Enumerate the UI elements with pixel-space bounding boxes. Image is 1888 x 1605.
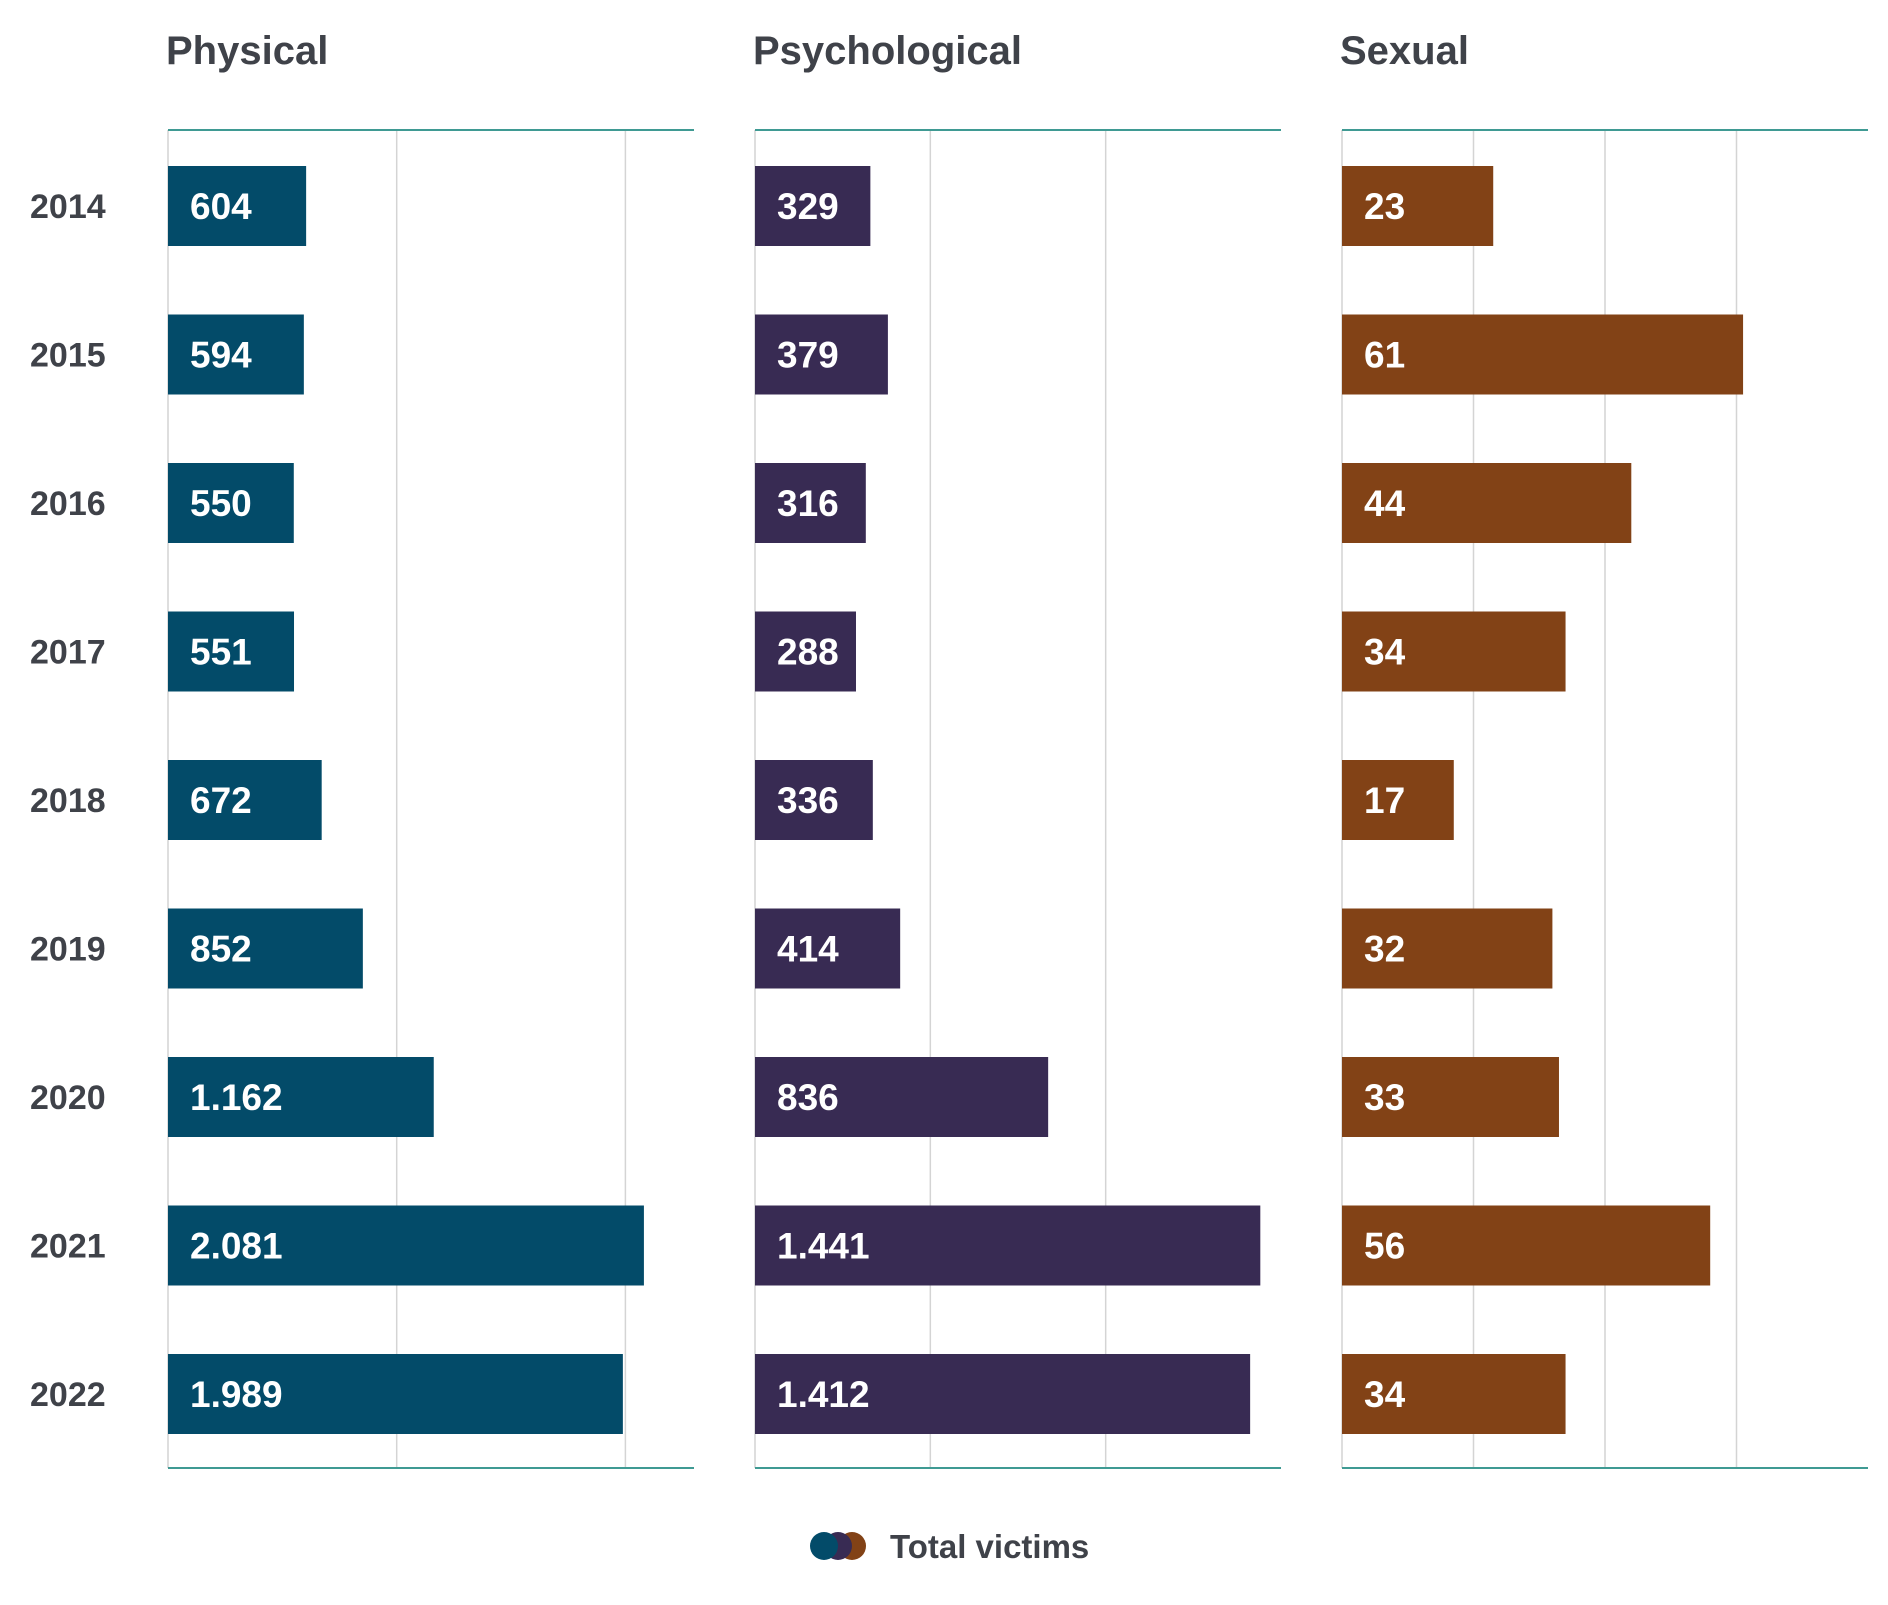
- bar-label-psychological-2018: 336: [777, 780, 839, 821]
- bar-sexual-2021: [1342, 1205, 1711, 1286]
- bar-sexual-2016: [1342, 463, 1632, 543]
- bar-physical-2018: [168, 760, 322, 840]
- bar-sexual-2015: [1342, 314, 1744, 395]
- year-labels: 2014 2015 2016 2017 2018 2019 2020 2021 2022: [30, 188, 106, 1414]
- year-label-2018: 2018: [30, 782, 106, 820]
- bar-psychological-2015: [755, 314, 888, 395]
- bar-label-physical-2022: 1.989: [190, 1374, 283, 1415]
- panel-titles: Physical Psychological Sexual: [166, 29, 1469, 73]
- year-label-2020: 2020: [30, 1079, 106, 1117]
- bar-label-psychological-2020: 836: [777, 1077, 839, 1118]
- panel-title-psychological: Psychological: [753, 29, 1022, 73]
- bar-label-sexual-2016: 44: [1364, 483, 1406, 524]
- legend-swatch-physical: [810, 1532, 838, 1560]
- bar-label-sexual-2017: 34: [1364, 632, 1406, 673]
- bar-psychological-2018: [755, 760, 873, 840]
- panel-title-sexual: Sexual: [1340, 29, 1469, 73]
- year-label-2017: 2017: [30, 634, 106, 672]
- bar-sexual-2017: [1342, 611, 1566, 692]
- bar-physical-2017: [168, 611, 295, 692]
- bar-sexual-2018: [1342, 760, 1454, 840]
- bar-label-physical-2017: 551: [190, 632, 252, 673]
- bar-label-physical-2020: 1.162: [190, 1077, 283, 1118]
- year-label-2014: 2014: [30, 188, 106, 226]
- bar-sexual-2022: [1342, 1354, 1566, 1434]
- bar-label-psychological-2017: 288: [777, 632, 839, 673]
- bar-label-psychological-2016: 316: [777, 483, 839, 524]
- bar-label-sexual-2022: 34: [1364, 1374, 1406, 1415]
- bar-physical-2015: [168, 314, 304, 395]
- bar-psychological-2022: [755, 1354, 1251, 1434]
- bar-psychological-2019: [755, 908, 901, 989]
- bar-label-physical-2018: 672: [190, 780, 252, 821]
- bar-psychological-2021: [755, 1205, 1261, 1286]
- bar-label-physical-2019: 852: [190, 929, 252, 970]
- bar-sexual-2014: [1342, 166, 1494, 246]
- bar-label-sexual-2021: 56: [1364, 1226, 1405, 1267]
- bar-label-physical-2021: 2.081: [190, 1226, 283, 1267]
- bar-label-psychological-2014: 329: [777, 186, 839, 227]
- bar-labels: 604 594 550 551 672 852 1.162 2.081 1.989 329 379 3…: [190, 186, 1406, 1415]
- year-label-2016: 2016: [30, 485, 106, 523]
- bar-physical-2021: [168, 1205, 644, 1286]
- bar-psychological-2014: [755, 166, 871, 246]
- bar-label-physical-2015: 594: [190, 335, 252, 376]
- bar-physical-2016: [168, 463, 294, 543]
- bar-label-sexual-2018: 17: [1364, 780, 1405, 821]
- bar-physical-2014: [168, 166, 307, 246]
- year-label-2021: 2021: [30, 1228, 106, 1266]
- bars: [168, 166, 1744, 1434]
- bar-physical-2020: [168, 1057, 434, 1137]
- bar-label-sexual-2019: 32: [1364, 929, 1405, 970]
- bar-psychological-2016: [755, 463, 866, 543]
- bar-label-psychological-2021: 1.441: [777, 1226, 870, 1267]
- bar-psychological-2017: [755, 611, 856, 692]
- year-label-2019: 2019: [30, 931, 106, 969]
- year-label-2015: 2015: [30, 337, 106, 375]
- bar-sexual-2020: [1342, 1057, 1559, 1137]
- legend: Total victims: [810, 1528, 1089, 1565]
- bar-label-psychological-2022: 1.412: [777, 1374, 870, 1415]
- bar-sexual-2019: [1342, 908, 1553, 989]
- bar-label-psychological-2015: 379: [777, 335, 839, 376]
- bar-physical-2019: [168, 908, 363, 989]
- bar-label-sexual-2014: 23: [1364, 186, 1405, 227]
- legend-label: Total victims: [890, 1528, 1089, 1565]
- bar-label-sexual-2015: 61: [1364, 335, 1405, 376]
- bar-physical-2022: [168, 1354, 623, 1434]
- axis-lines: [168, 129, 1868, 1469]
- bar-psychological-2020: [755, 1057, 1049, 1137]
- bar-label-physical-2016: 550: [190, 483, 252, 524]
- bar-label-sexual-2020: 33: [1364, 1077, 1405, 1118]
- bar-label-psychological-2019: 414: [777, 929, 839, 970]
- panel-title-physical: Physical: [166, 29, 328, 73]
- bar-label-physical-2014: 604: [190, 186, 252, 227]
- year-label-2022: 2022: [30, 1376, 106, 1414]
